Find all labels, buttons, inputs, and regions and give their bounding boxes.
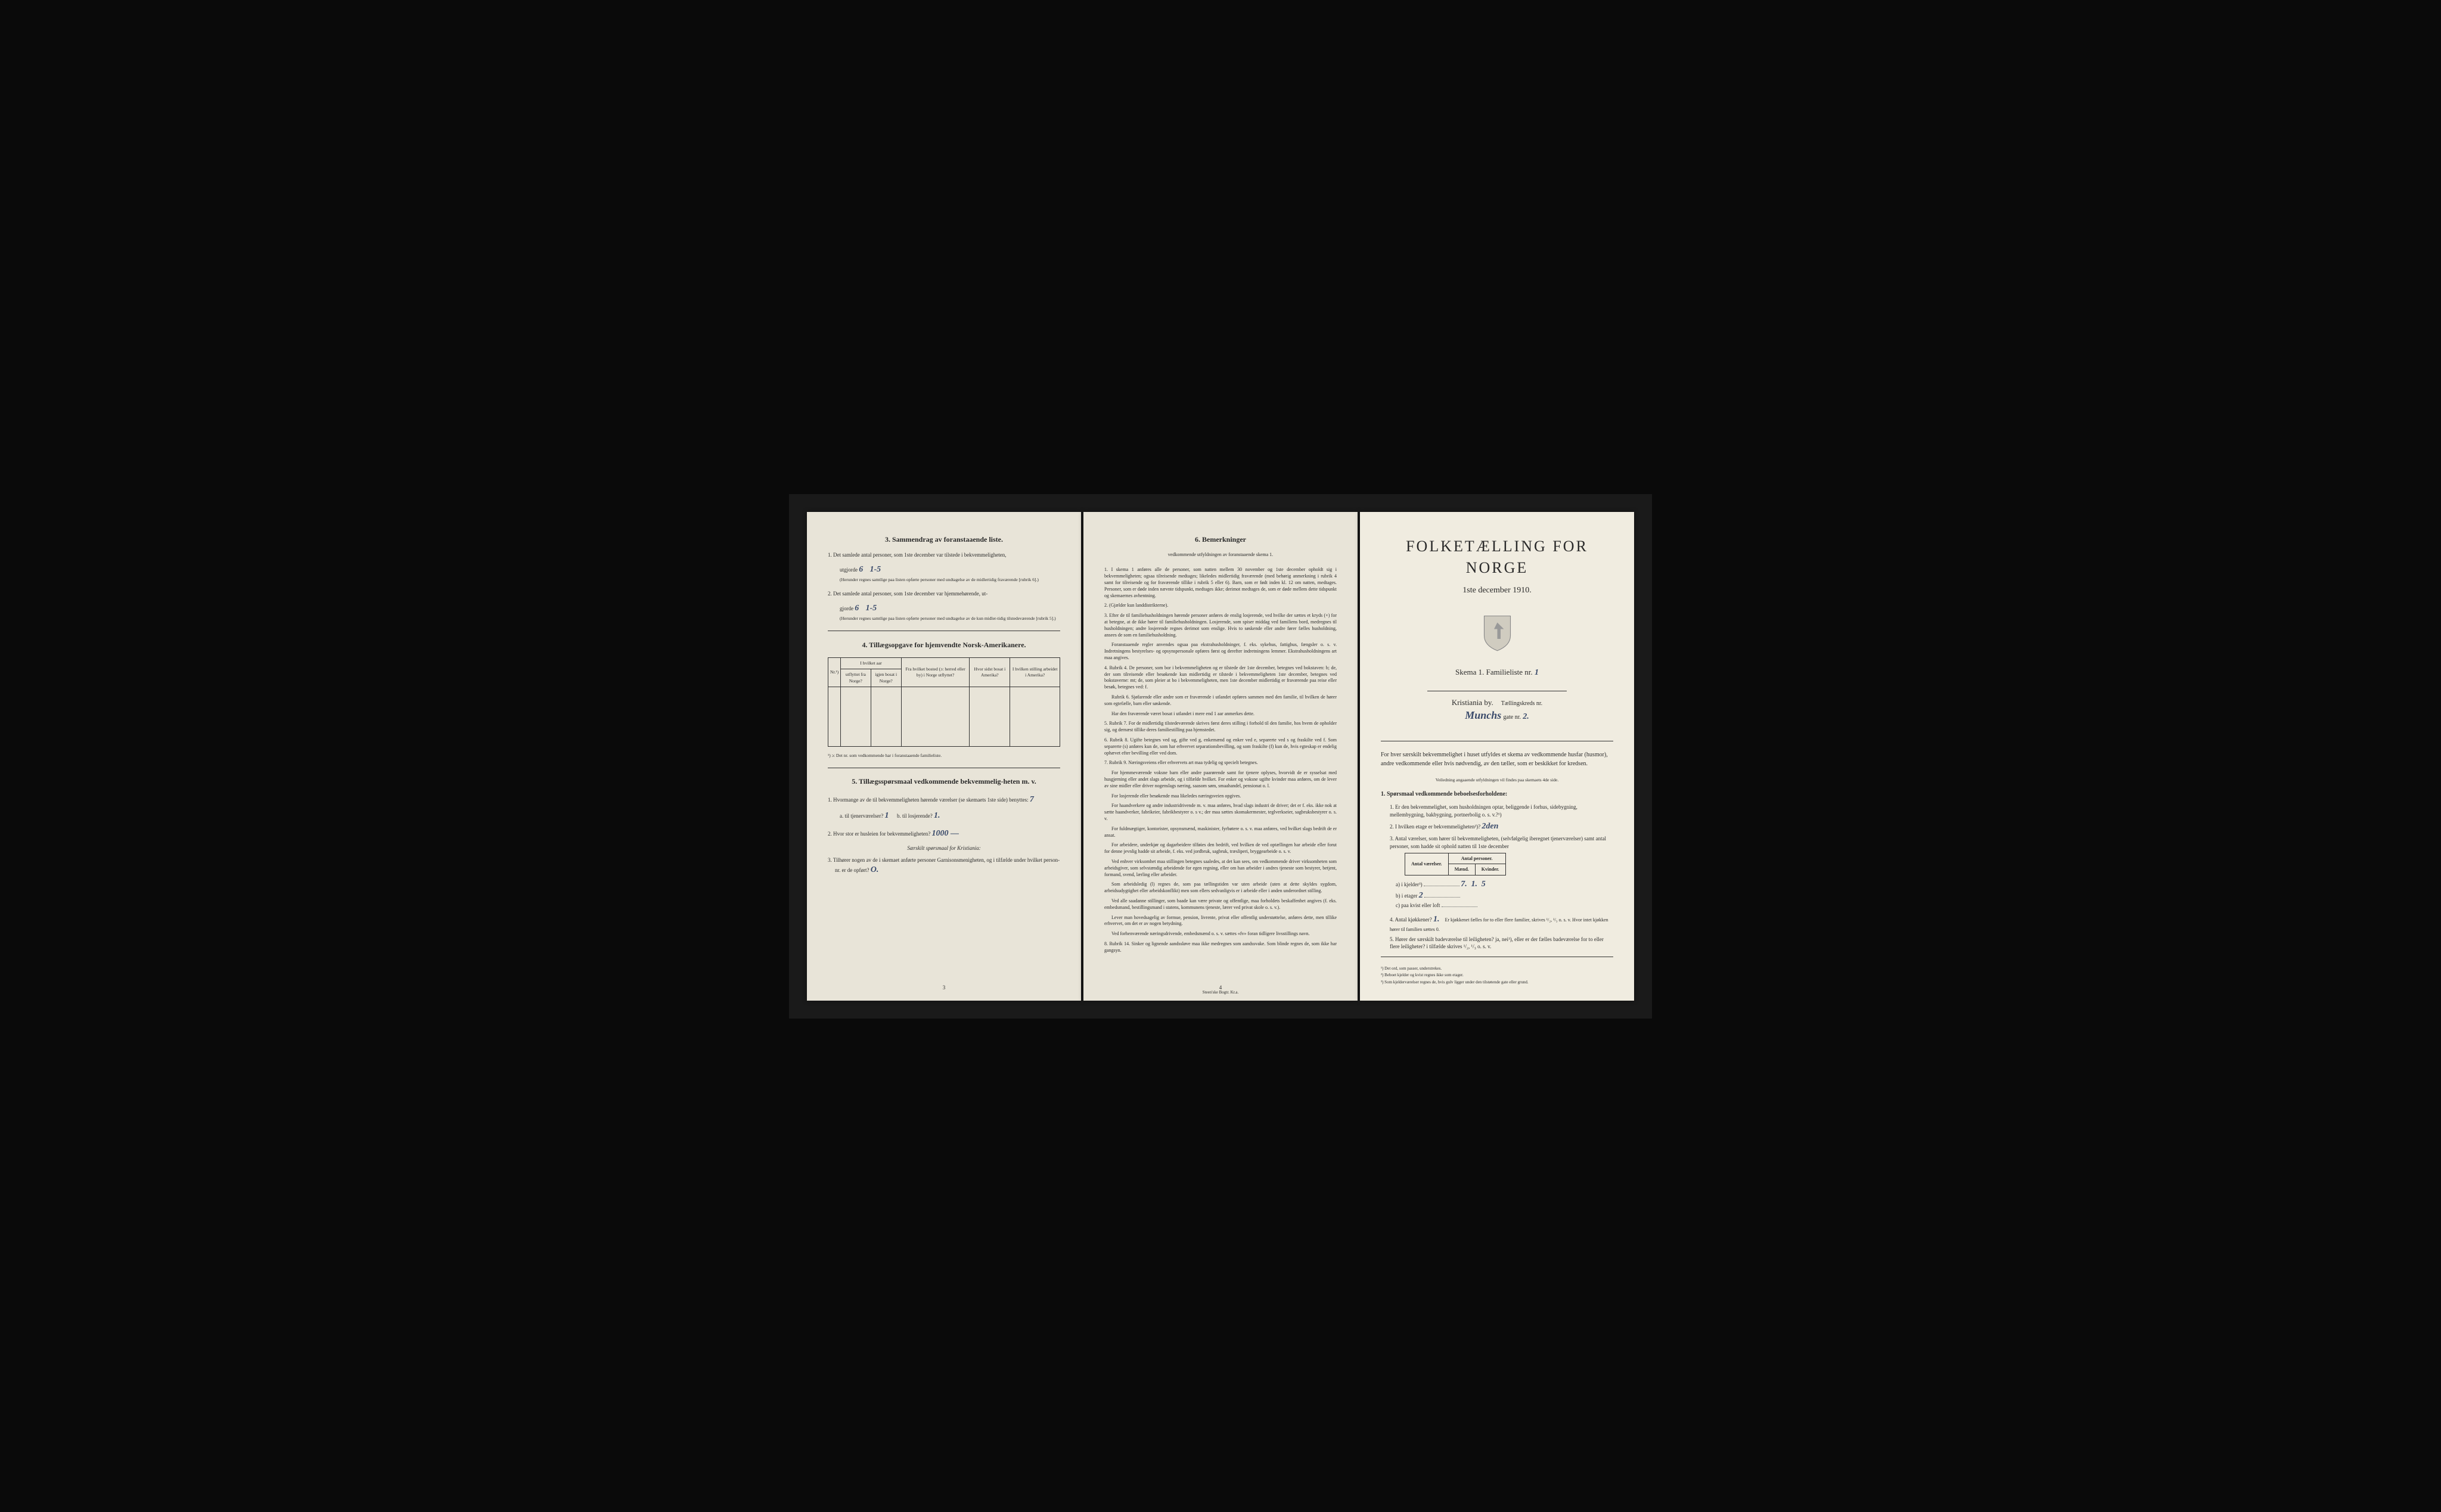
- section-6-title: 6. Bemerkninger: [1104, 535, 1337, 545]
- census-title: FOLKETÆLLING FOR NORGE: [1381, 536, 1613, 579]
- census-document: 3. Sammendrag av foranstaaende liste. 1.…: [789, 494, 1652, 1019]
- s3-item2: 2. Det samlede antal personer, som 1ste …: [828, 590, 1060, 598]
- amerikanere-table: Nr.¹) I hvilket aar Fra hvilket bosted (…: [828, 657, 1060, 747]
- norway-crest-icon: [1381, 611, 1613, 656]
- page-3: FOLKETÆLLING FOR NORGE 1ste december 191…: [1360, 512, 1634, 1001]
- section-4-title: 4. Tillægsopgave for hjemvendte Norsk-Am…: [828, 640, 1060, 650]
- s3-item1: 1. Det samlede antal personer, som 1ste …: [828, 551, 1060, 559]
- section-3-title: 3. Sammendrag av foranstaaende liste.: [828, 535, 1060, 545]
- tilstede-count: 6: [859, 565, 863, 574]
- page-1: 3. Sammendrag av foranstaaende liste. 1.…: [807, 512, 1081, 1001]
- rooms-table: Antal værelser. Antal personer. Mænd. Kv…: [1405, 853, 1506, 875]
- page-2: 6. Bemerkninger vedkommende utfyldningen…: [1083, 512, 1358, 1001]
- section-5-title: 5. Tillægsspørsmaal vedkommende bekvemme…: [828, 777, 1060, 787]
